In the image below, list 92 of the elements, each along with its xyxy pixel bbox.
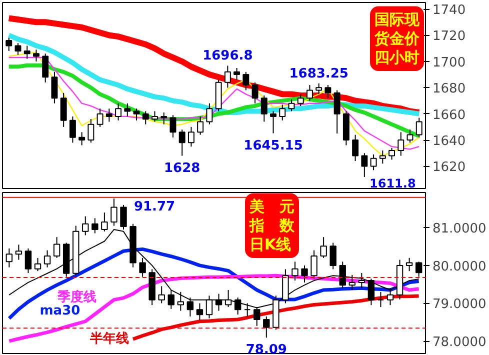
- text: 国际现货金价四小时: [374, 10, 420, 66]
- candlestick: [92, 218, 98, 234]
- candlestick: [297, 94, 304, 106]
- annotation: 1628: [164, 160, 200, 176]
- candlestick: [15, 244, 22, 260]
- candlestick: [139, 257, 146, 278]
- candlestick: [96, 108, 104, 128]
- candlestick: [82, 216, 89, 236]
- annotation: 91.77: [134, 200, 176, 215]
- candlestick: [188, 126, 194, 148]
- candlestick: [69, 116, 76, 144]
- annotation: 1611.8: [370, 176, 416, 190]
- candlestick: [234, 67, 240, 80]
- candlestick: [361, 152, 368, 178]
- candlestick: [78, 132, 86, 146]
- candlestick: [386, 288, 394, 306]
- candlestick: [270, 110, 276, 134]
- candlestick: [196, 302, 204, 321]
- candlestick: [142, 110, 149, 125]
- candlestick: [301, 264, 308, 283]
- series-label: 半年线: [89, 332, 130, 347]
- candlestick: [44, 250, 51, 268]
- candlestick: [398, 132, 404, 156]
- candlestick: [352, 134, 359, 162]
- candlestick: [416, 117, 422, 138]
- candlestick: [330, 242, 336, 270]
- candlestick: [279, 104, 286, 121]
- candlestick: [124, 102, 131, 117]
- candlestick: [292, 261, 298, 282]
- candlestick: [358, 272, 366, 289]
- candlestick: [160, 112, 168, 125]
- candlestick: [24, 248, 32, 274]
- text: 美 元指 数日K线: [248, 198, 296, 254]
- y-tick-label: 80.0000: [432, 259, 486, 274]
- candlestick: [252, 82, 258, 104]
- candlestick: [324, 84, 332, 99]
- annotation: 1696.8: [202, 48, 253, 64]
- candlestick: [24, 45, 30, 60]
- candlestick: [306, 84, 313, 102]
- candlestick: [88, 118, 94, 144]
- candlestick: [178, 129, 186, 156]
- candlestick: [310, 250, 318, 280]
- candlestick: [60, 92, 67, 128]
- candlestick: [334, 90, 340, 134]
- y-tick-label: 81.0000: [432, 222, 486, 237]
- candlestick: [368, 278, 375, 306]
- candlestick: [152, 110, 158, 122]
- candlestick: [260, 95, 268, 122]
- candlestick: [316, 82, 322, 95]
- candlestick: [370, 154, 377, 171]
- candlestick: [263, 316, 270, 338]
- candlestick: [101, 212, 108, 232]
- candlestick: [224, 65, 231, 88]
- candlestick: [197, 116, 204, 136]
- candlestick: [379, 150, 386, 164]
- y-tick-label: 1640: [432, 134, 466, 150]
- y-tick-label: 1680: [432, 82, 466, 97]
- candlestick: [6, 248, 13, 268]
- candlestick: [388, 147, 396, 160]
- candlestick: [339, 261, 346, 289]
- y-tick-label: 1620: [432, 160, 466, 176]
- series-label: ma30: [40, 304, 80, 319]
- y-tick-label: 1700: [432, 55, 466, 70]
- candlestick: [6, 37, 12, 52]
- candlestick: [377, 291, 384, 308]
- y-tick-label: 79.0000: [432, 297, 486, 312]
- candlestick: [206, 102, 213, 125]
- candlestick: [110, 198, 118, 226]
- y-tick-label: 1720: [432, 29, 466, 44]
- y-tick-label: 1660: [432, 108, 466, 123]
- candlestick: [406, 129, 414, 144]
- candlestick: [158, 286, 165, 304]
- candlestick: [170, 114, 176, 138]
- annotation: 1683.25: [289, 66, 348, 82]
- y-tick-label: 1740: [432, 3, 466, 18]
- candlestick: [32, 49, 40, 62]
- candlestick: [406, 257, 413, 272]
- candlestick: [115, 102, 122, 121]
- candlestick: [34, 257, 42, 272]
- candlestick: [42, 53, 49, 83]
- candlestick: [53, 236, 60, 258]
- candlestick: [51, 71, 58, 104]
- candlestick: [348, 274, 356, 291]
- candlestick: [106, 108, 112, 122]
- annotation: 1645.15: [244, 138, 303, 154]
- candlestick: [133, 108, 140, 121]
- y-tick-label: 78.0000: [432, 335, 486, 350]
- series-label: 季度线: [56, 289, 96, 306]
- candlestick: [288, 98, 295, 112]
- candlestick: [242, 71, 250, 91]
- candlestick: [14, 42, 22, 56]
- candlestick: [320, 236, 327, 258]
